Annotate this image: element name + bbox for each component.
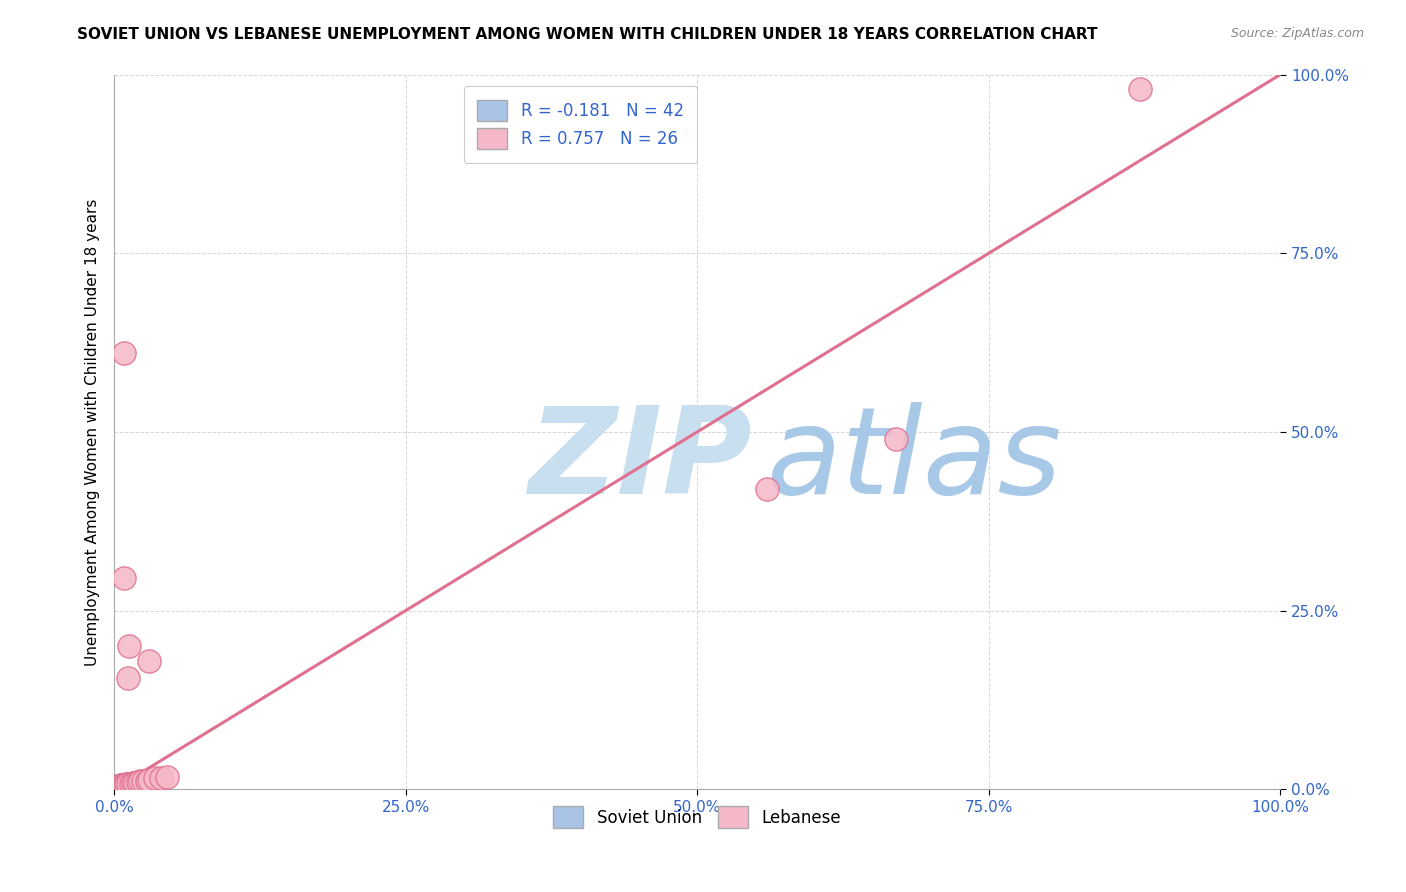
Point [117,776,139,790]
Point [132,773,155,788]
Point [108,779,131,793]
Point [107,780,129,794]
Point [108,778,131,792]
Point [124,776,146,790]
Point [110,776,132,790]
Point [112,346,135,360]
Point [108,776,131,790]
Point [108,780,131,794]
Point [108,776,131,790]
Legend: Soviet Union, Lebanese: Soviet Union, Lebanese [547,800,848,835]
Point [135,773,157,788]
Point [112,780,135,794]
Point [884,432,907,446]
Point [112,776,135,790]
Point [110,776,132,790]
Point [111,776,134,790]
Point [112,778,135,792]
Point [111,779,134,793]
Point [114,780,136,794]
Text: Source: ZipAtlas.com: Source: ZipAtlas.com [1230,27,1364,40]
Point [107,776,129,790]
Point [108,776,131,790]
Point [107,779,129,793]
Point [111,776,134,790]
Point [115,777,138,791]
Point [110,778,132,792]
Point [107,777,129,791]
Point [108,780,131,794]
Point [108,778,131,792]
Point [143,772,166,786]
Point [108,779,131,793]
Point [114,778,136,792]
Point [117,672,139,686]
Point [111,780,134,794]
Point [120,776,142,790]
Point [128,774,150,789]
Point [114,780,136,794]
Text: atlas: atlas [768,402,1063,519]
Point [111,780,134,794]
Point [112,571,135,585]
Text: SOVIET UNION VS LEBANESE UNEMPLOYMENT AMONG WOMEN WITH CHILDREN UNDER 18 YEARS C: SOVIET UNION VS LEBANESE UNEMPLOYMENT AM… [77,27,1098,42]
Point [112,777,135,791]
Point [112,780,135,794]
Point [110,778,132,792]
Point [110,780,132,794]
Point [112,778,135,792]
Point [114,777,136,791]
Text: ZIP: ZIP [529,402,752,519]
Point [108,779,131,793]
Point [110,777,132,791]
Point [138,772,160,787]
Point [121,776,143,790]
Point [111,778,134,792]
Point [127,775,149,789]
Point [108,776,131,790]
Point [108,780,131,794]
Point [118,640,141,654]
Point [756,482,779,496]
Point [138,654,160,668]
Point [111,777,134,791]
Point [108,777,131,791]
Point [107,778,129,792]
Point [114,779,136,793]
Point [1129,82,1152,96]
Point [108,780,131,794]
Point [114,779,136,793]
Y-axis label: Unemployment Among Women with Children Under 18 years: Unemployment Among Women with Children U… [86,198,100,665]
Point [156,770,179,784]
Point [110,779,132,793]
Point [110,780,132,794]
Point [107,780,129,794]
Point [149,771,172,785]
